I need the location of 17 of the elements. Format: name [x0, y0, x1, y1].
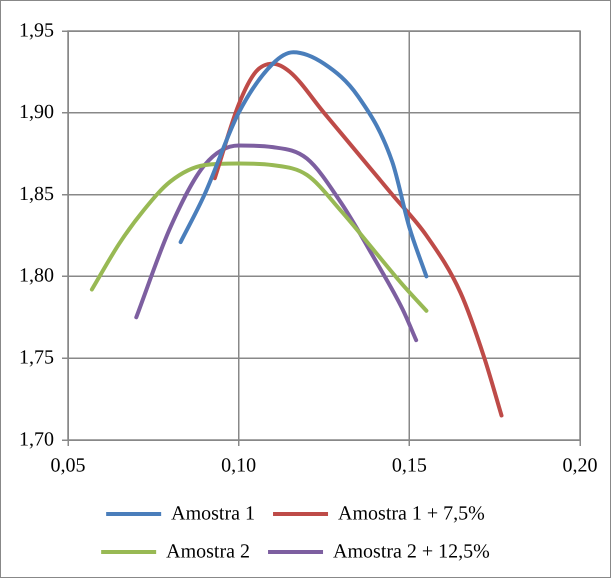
y-tick-label: 1,75: [19, 346, 54, 368]
line-series: [90, 162, 428, 313]
x-tick-label: 0,05: [50, 454, 86, 476]
x-tick-label: 0,10: [221, 454, 256, 476]
legend-label: Amostra 1: [171, 502, 256, 524]
line-series: [134, 144, 418, 342]
y-tick-label: 1,95: [19, 19, 54, 42]
legend-label: Amostra 2 + 12,5%: [333, 540, 490, 562]
y-tick-label: 1,70: [19, 428, 54, 450]
x-tick-label: 0,15: [392, 454, 427, 476]
y-tick-label: 1,80: [19, 264, 54, 287]
y-tick-label: 1,85: [19, 182, 54, 205]
y-tick-label: 1,90: [19, 101, 54, 124]
line-series: [178, 50, 428, 278]
legend-label: Amostra 2: [166, 540, 250, 562]
legend-label: Amostra 1 + 7,5%: [338, 502, 485, 524]
x-tick-label: 0,20: [562, 454, 598, 476]
